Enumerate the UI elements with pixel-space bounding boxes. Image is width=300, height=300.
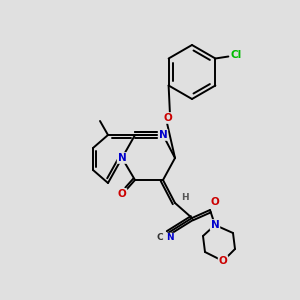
Text: O: O (211, 197, 219, 207)
Text: H: H (181, 194, 189, 202)
Text: N: N (211, 220, 219, 230)
Text: N: N (159, 130, 167, 140)
Text: C: C (157, 233, 163, 242)
Text: N: N (118, 153, 126, 163)
Text: N: N (166, 233, 174, 242)
Text: Cl: Cl (231, 50, 242, 61)
Text: O: O (219, 256, 227, 266)
Text: O: O (118, 189, 126, 199)
Text: O: O (164, 113, 172, 123)
